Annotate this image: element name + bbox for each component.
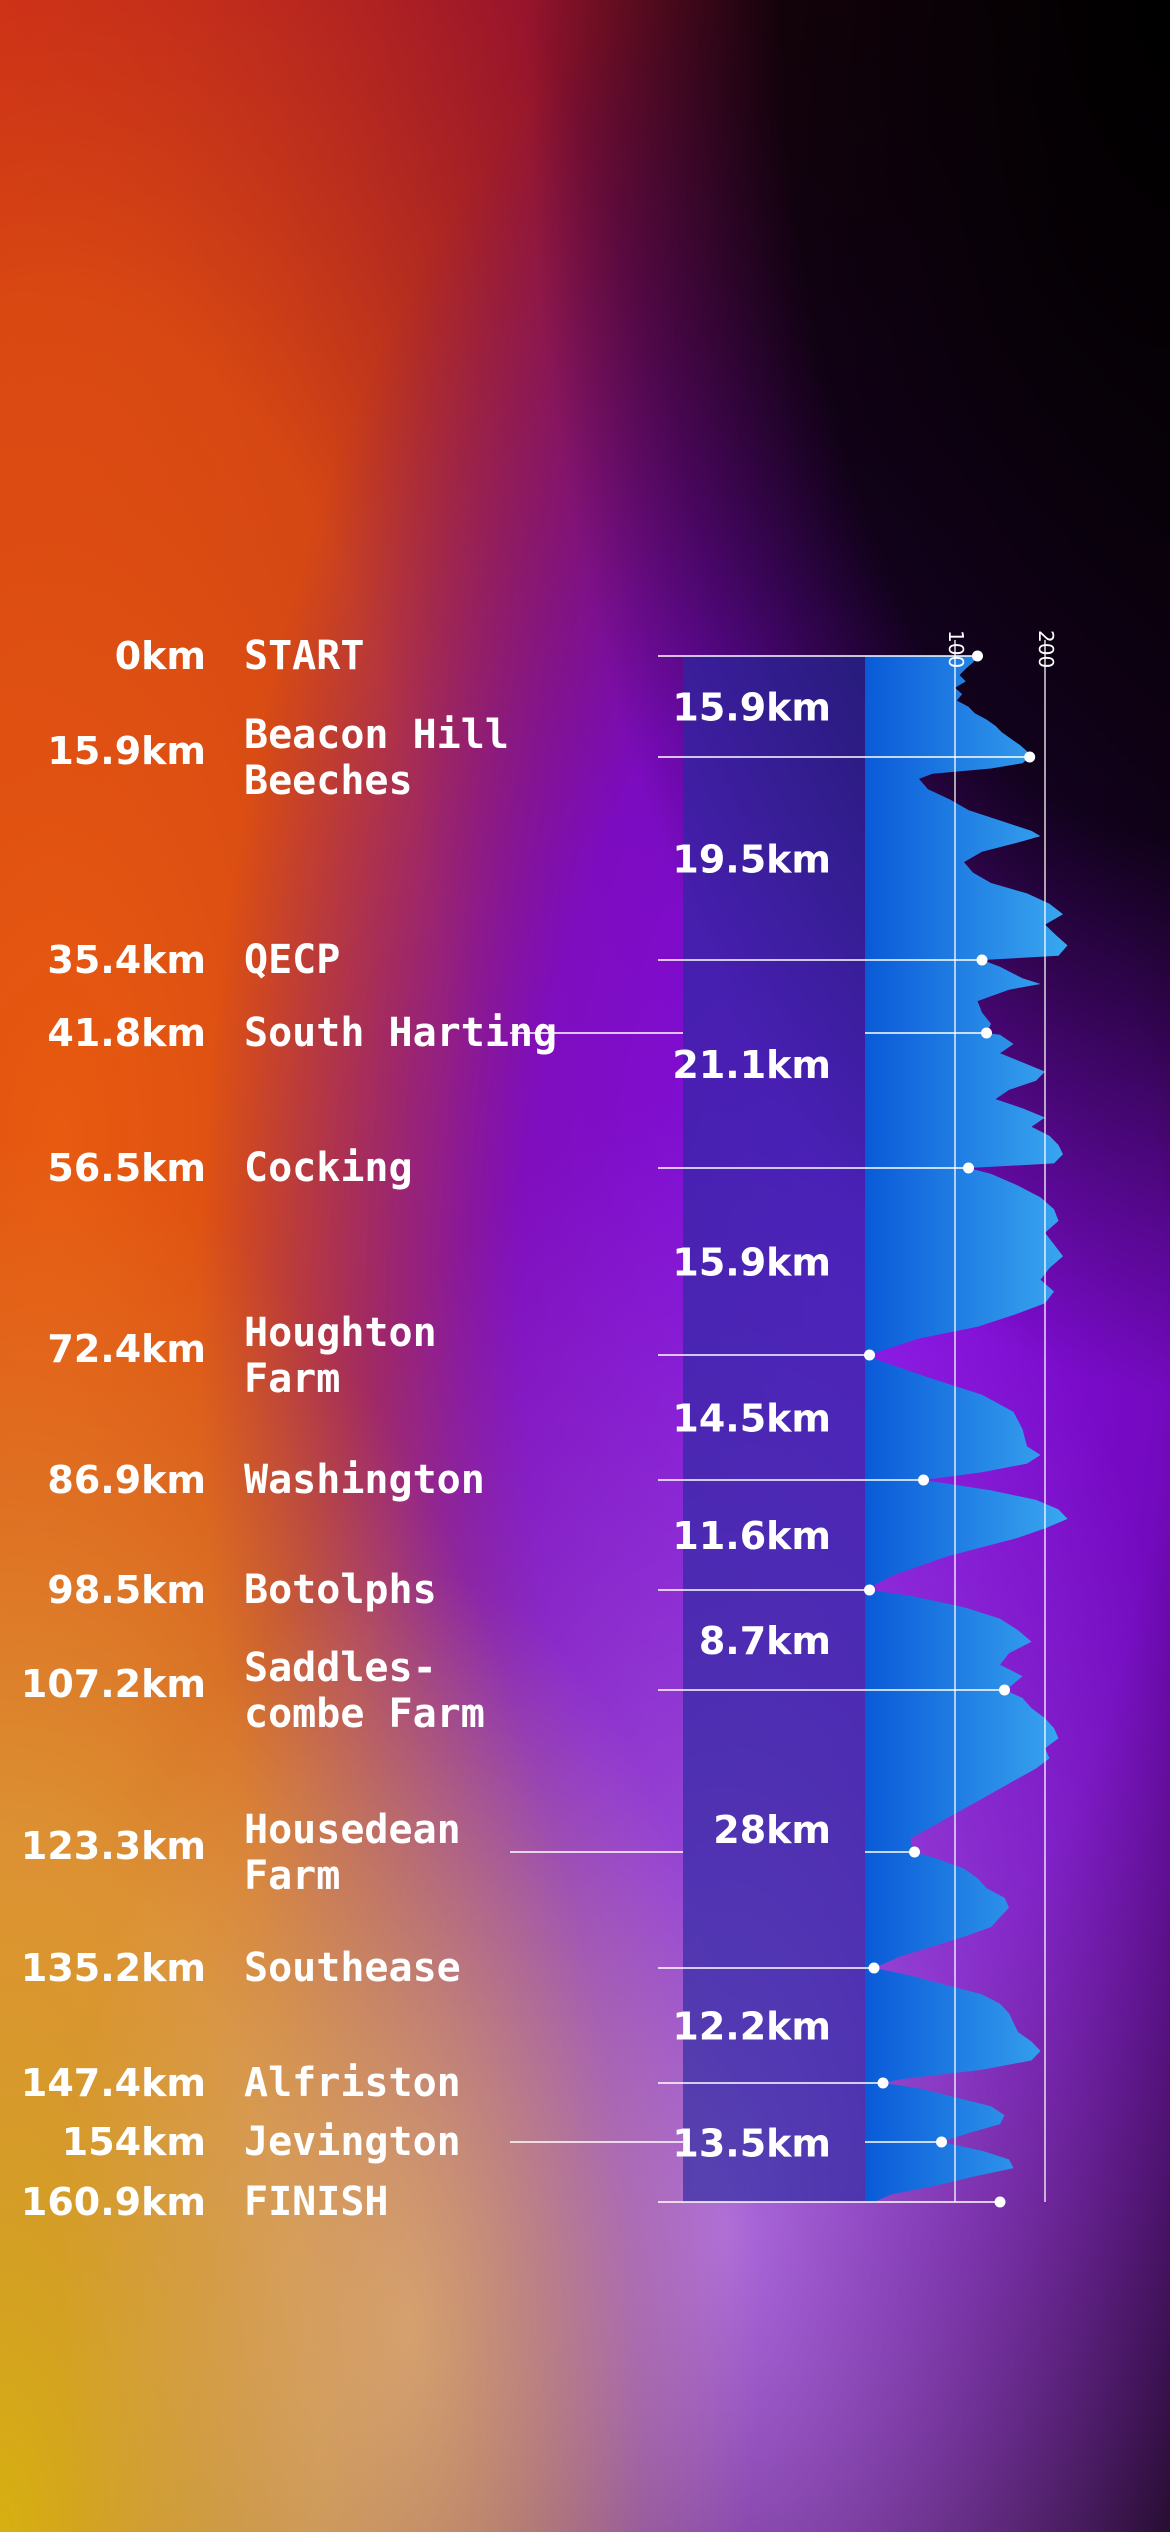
checkpoint-name: START <box>244 633 364 679</box>
segment-distance-label: 12.2km <box>672 2005 831 2049</box>
axis-tick-100: 100 <box>944 630 968 668</box>
checkpoint-km-label: 72.4km <box>47 1327 206 1371</box>
checkpoint-km-label: 35.4km <box>47 938 206 982</box>
checkpoint-dot <box>864 1349 875 1361</box>
checkpoint-name: combe Farm <box>244 1691 485 1737</box>
checkpoint-km-label: 0km <box>115 634 206 678</box>
checkpoint-dot <box>981 1027 992 1039</box>
segment-distance-label: 14.5km <box>672 1397 831 1441</box>
checkpoint-km-label: 41.8km <box>47 1011 206 1055</box>
checkpoint-name: Cocking <box>244 1145 413 1191</box>
checkpoint-dot <box>877 2077 889 2089</box>
checkpoint-dot <box>994 2196 1006 2208</box>
checkpoint-km-label: 86.9km <box>47 1458 206 1502</box>
checkpoint-km-label: 135.2km <box>21 1946 206 1990</box>
checkpoint-name: Farm <box>244 1853 340 1899</box>
segment-distance-label: 15.9km <box>672 1241 831 1285</box>
checkpoint-km-label: 147.4km <box>21 2061 206 2105</box>
checkpoint-km-label: 107.2km <box>21 1662 206 1706</box>
checkpoint-name: Jevington <box>244 2119 461 2165</box>
checkpoint-dot <box>918 1474 929 1486</box>
checkpoint-name: Farm <box>244 1356 340 1402</box>
checkpoint-km-label: 56.5km <box>47 1146 206 1190</box>
checkpoint-dot <box>999 1684 1010 1696</box>
checkpoint-name: Houghton <box>244 1310 437 1356</box>
segment-distance-label: 21.1km <box>672 1043 831 1087</box>
checkpoint-name: Botolphs <box>244 1567 437 1613</box>
checkpoint-name: Washington <box>244 1457 485 1503</box>
segment-distance-label: 28km <box>713 1808 831 1852</box>
checkpoint-dot <box>936 2136 947 2148</box>
segment-distance-label: 11.6km <box>672 1514 831 1558</box>
checkpoint-dot <box>976 954 988 966</box>
checkpoint-name: Alfriston <box>244 2060 461 2106</box>
segment-distance-label: 13.5km <box>672 2122 831 2166</box>
checkpoint-name: QECP <box>244 937 340 983</box>
checkpoint-dot <box>972 650 983 662</box>
segment-distance-label: 15.9km <box>672 686 831 730</box>
elevation-area <box>865 656 1068 2202</box>
checkpoint-name: South Harting <box>244 1010 557 1056</box>
segment-band <box>683 656 865 2202</box>
checkpoint-name: Housedean <box>244 1807 461 1853</box>
checkpoint-km-label: 98.5km <box>47 1568 206 1612</box>
segment-distance-label: 19.5km <box>672 838 831 882</box>
checkpoint-name: Southease <box>244 1945 461 1991</box>
checkpoint-km-label: 160.9km <box>21 2180 206 2224</box>
checkpoint-dot <box>909 1846 920 1858</box>
checkpoint-name: FINISH <box>244 2179 389 2225</box>
checkpoint-dot <box>864 1584 875 1596</box>
segment-distance-label: 8.7km <box>699 1619 831 1663</box>
axis-tick-200: 200 <box>1034 630 1058 668</box>
checkpoint-dot <box>1024 751 1036 763</box>
checkpoint-km-label: 15.9km <box>47 729 206 773</box>
checkpoint-km-label: 123.3km <box>21 1824 206 1868</box>
checkpoint-name: Beacon Hill <box>244 712 509 758</box>
checkpoint-dot <box>963 1162 974 1174</box>
checkpoint-km-label: 154km <box>62 2120 206 2164</box>
checkpoint-dot <box>868 1962 880 1974</box>
checkpoint-name: Beeches <box>244 758 413 804</box>
checkpoint-name: Saddles- <box>244 1645 437 1691</box>
